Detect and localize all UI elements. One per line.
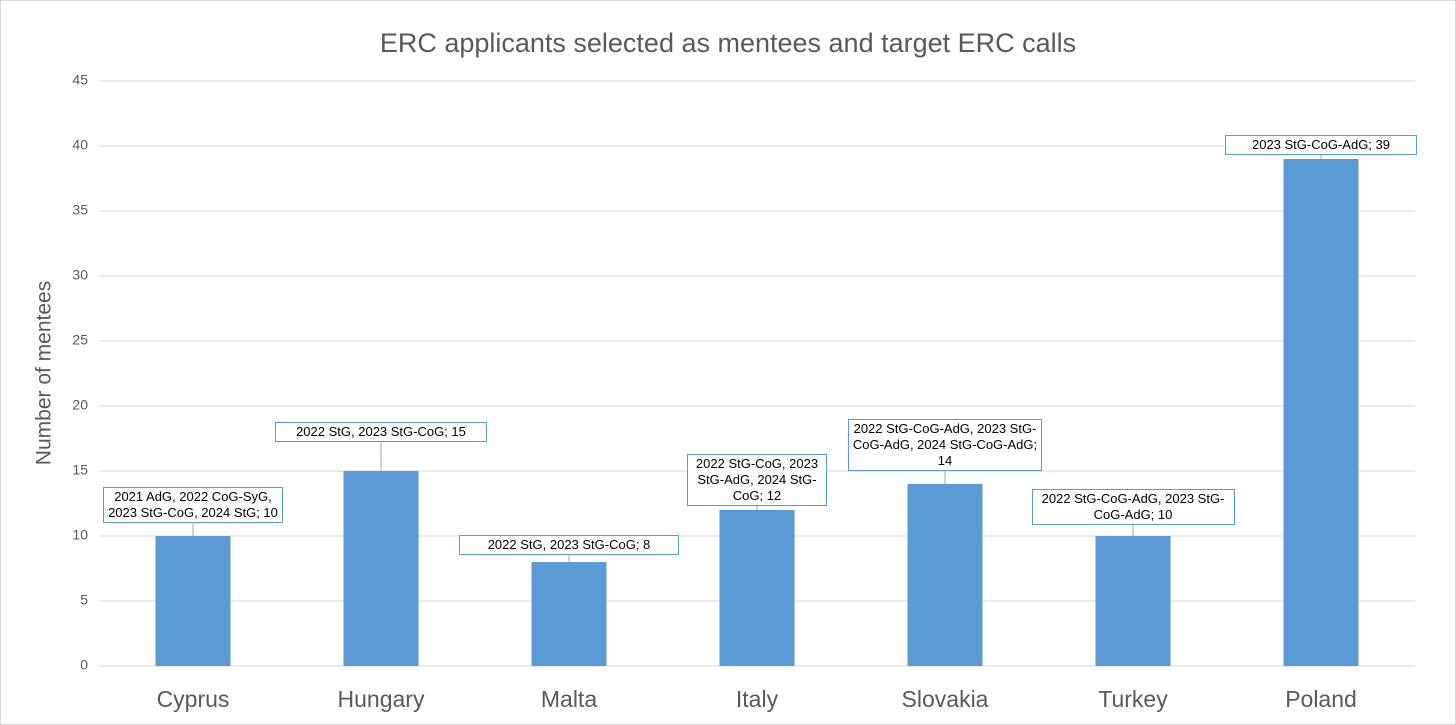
y-tick-label: 5 [80, 592, 88, 608]
y-tick-label: 45 [72, 72, 88, 88]
y-tick-label: 40 [72, 137, 88, 153]
x-tick-label: Italy [736, 686, 779, 712]
x-tick-label: Slovakia [902, 686, 989, 712]
bar [343, 471, 419, 666]
y-tick-label: 35 [72, 202, 88, 218]
y-tick-label: 30 [72, 267, 88, 283]
bar [907, 484, 983, 666]
bar [155, 536, 231, 666]
y-tick-label: 15 [72, 462, 88, 478]
data-label: 2021 AdG, 2022 CoG-SyG, 2023 StG-CoG, 20… [103, 487, 283, 523]
y-axis-label: Number of mentees [33, 281, 56, 465]
data-label: 2022 StG, 2023 StG-CoG; 15 [275, 422, 487, 442]
data-label: 2022 StG-CoG-AdG, 2023 StG-CoG-AdG; 10 [1031, 489, 1235, 525]
x-tick-label: Malta [541, 686, 597, 712]
bar [1095, 536, 1171, 666]
x-tick-label: Turkey [1098, 686, 1168, 712]
y-tick-label: 0 [80, 657, 88, 673]
bar [531, 562, 607, 666]
x-tick-label: Hungary [338, 686, 425, 712]
bar [1283, 159, 1359, 666]
x-tick-label: Poland [1285, 686, 1357, 712]
chart-title: ERC applicants selected as mentees and t… [380, 28, 1076, 58]
x-tick-label: Cyprus [157, 686, 230, 712]
data-label: 2022 StG-CoG, 2023 StG-AdG, 2024 StG-CoG… [687, 454, 827, 506]
y-tick-label: 25 [72, 332, 88, 348]
bar [719, 510, 795, 666]
data-label: 2022 StG, 2023 StG-CoG; 8 [459, 535, 679, 555]
y-tick-label: 10 [72, 527, 88, 543]
data-label: 2023 StG-CoG-AdG; 39 [1225, 135, 1417, 155]
data-label: 2022 StG-CoG-AdG, 2023 StG-CoG-AdG, 2024… [848, 419, 1042, 471]
y-tick-label: 20 [72, 397, 88, 413]
